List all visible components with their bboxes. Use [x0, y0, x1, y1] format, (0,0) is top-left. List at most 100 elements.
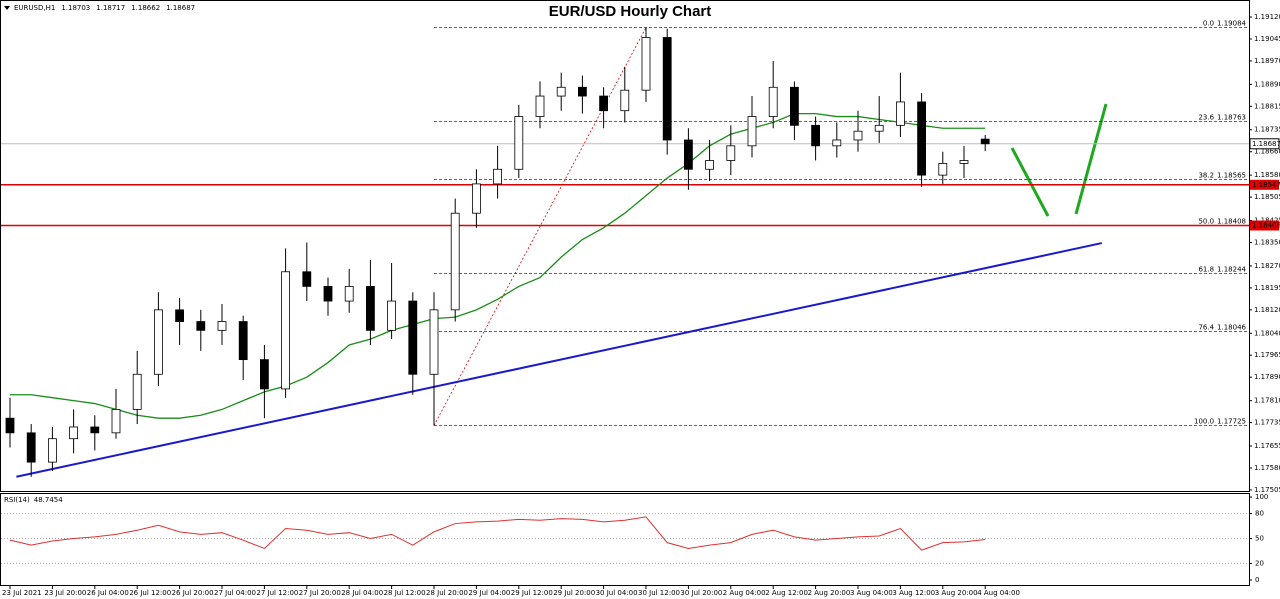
- candle-body: [832, 139, 842, 147]
- candle-body: [599, 95, 608, 112]
- candle-body: [535, 95, 545, 117]
- candle-body: [790, 86, 799, 126]
- y-tick-label: 1.18970: [1254, 57, 1280, 65]
- y-tick-label: 1.18660: [1254, 148, 1280, 156]
- x-tick-label: 26 Jul 20:00: [172, 589, 214, 597]
- fib-label: 76.4 1.18046: [1198, 324, 1246, 332]
- ohlc-value: 1.18662: [131, 4, 160, 12]
- y-tick-label: 1.18890: [1254, 80, 1280, 88]
- trendline: [16, 242, 1103, 478]
- y-tick-label: 1.18040: [1254, 329, 1280, 337]
- x-tick-label: 28 Jul 04:00: [341, 589, 383, 597]
- x-tick-label: 26 Jul 04:00: [87, 589, 129, 597]
- fib-anchor-line: [433, 27, 647, 426]
- fib-ratio: 100.0: [1194, 418, 1214, 426]
- candle-body: [874, 124, 884, 132]
- projection-arrow-down: [1010, 147, 1050, 217]
- y-tick-label: 1.17810: [1254, 397, 1280, 405]
- candle-body: [938, 163, 948, 176]
- moving-average: [10, 112, 986, 419]
- x-tick-label: 2 Aug 20:00: [808, 589, 851, 597]
- fib-label: 23.6 1.18763: [1198, 114, 1246, 122]
- chart-title: EUR/USD Hourly Chart: [549, 3, 712, 20]
- x-tick-label: 3 Aug 20:00: [935, 589, 978, 597]
- rsi-panel-border: [0, 493, 1250, 586]
- y-tick-label: 1.17655: [1254, 442, 1280, 450]
- ohlc-value: 1.18687: [166, 4, 195, 12]
- candle-body: [90, 426, 100, 434]
- y-tick-label: 1.18735: [1254, 126, 1280, 134]
- fib-price: 1.18408: [1217, 218, 1246, 226]
- candle-body: [620, 89, 630, 112]
- fib-ratio: 0.0: [1203, 20, 1214, 28]
- candle-body: [917, 101, 926, 176]
- candle-body: [132, 373, 142, 410]
- x-tick-label: 30 Jul 20:00: [680, 589, 722, 597]
- rsi-name: RSI(14): [4, 496, 30, 504]
- header-icon: [4, 6, 10, 10]
- candle-body: [556, 86, 566, 97]
- x-tick-label: 28 Jul 12:00: [384, 589, 426, 597]
- x-tick-label: 2 Aug 12:00: [765, 589, 808, 597]
- candle-body: [69, 426, 78, 440]
- y-tick-label: 1.17505: [1254, 486, 1280, 494]
- rsi-y-tick-label: 100: [1255, 493, 1268, 501]
- level-tag: [1250, 179, 1279, 190]
- y-tick-label: 1.17965: [1254, 351, 1280, 359]
- candle-body: [959, 160, 969, 164]
- rsi-value: 48.7454: [34, 496, 63, 504]
- x-tick-label: 30 Jul 04:00: [596, 589, 638, 597]
- level-tag: [1250, 220, 1279, 231]
- candle-body: [514, 116, 524, 170]
- x-tick-label: 2 Aug 04:00: [723, 589, 766, 597]
- fib-ratio: 76.4: [1198, 324, 1214, 332]
- candle-body: [662, 37, 672, 141]
- y-tick-label: 1.18350: [1254, 238, 1280, 246]
- y-tick-label: 1.18815: [1254, 102, 1280, 110]
- candle-body: [48, 438, 57, 463]
- candle-body: [323, 286, 333, 302]
- y-tick-label: 1.18580: [1254, 171, 1280, 179]
- x-tick-label: 27 Jul 04:00: [214, 589, 256, 597]
- candle-body: [281, 271, 291, 390]
- rsi-line: [9, 516, 986, 551]
- y-tick-label: 1.18505: [1254, 193, 1280, 201]
- candle-body: [175, 309, 185, 322]
- fib-ratio: 23.6: [1198, 114, 1214, 122]
- rsi-y-tick-label: 80: [1255, 510, 1264, 518]
- fib-ratio: 38.2: [1198, 172, 1214, 180]
- candle-body: [5, 417, 15, 434]
- candle-body: [387, 300, 397, 331]
- y-tick-label: 1.18270: [1254, 262, 1280, 270]
- main-panel-border: [0, 0, 1250, 492]
- candle-body: [365, 286, 375, 331]
- x-tick-label: 29 Jul 20:00: [553, 589, 595, 597]
- x-tick-label: 29 Jul 12:00: [511, 589, 553, 597]
- candle-body: [217, 321, 227, 331]
- symbol: EURUSD,H1: [14, 4, 55, 12]
- y-tick-label: 1.17735: [1254, 419, 1280, 427]
- rsi-y-tick-label: 20: [1255, 559, 1264, 567]
- fib-ratio: 61.8: [1198, 266, 1214, 274]
- y-tick-label: 1.18195: [1254, 284, 1280, 292]
- candle-body: [450, 212, 460, 311]
- level-tag-label: 1.18547: [1252, 181, 1280, 189]
- candle-body: [111, 409, 121, 434]
- x-tick-label: 27 Jul 20:00: [299, 589, 341, 597]
- rsi-y-tick-label: 0: [1255, 576, 1259, 584]
- y-tick-label: 1.17580: [1254, 464, 1280, 472]
- candle-body: [471, 183, 481, 214]
- x-tick-label: 4 Aug 04:00: [977, 589, 1020, 597]
- x-tick-label: 3 Aug 04:00: [850, 589, 893, 597]
- y-tick-label: 1.19045: [1254, 35, 1280, 43]
- candle-body: [196, 321, 206, 331]
- symbol-header: EURUSD,H1 1.18703 1.18717 1.18662 1.18687: [14, 4, 195, 12]
- x-tick-label: 29 Jul 04:00: [468, 589, 510, 597]
- candle-body: [811, 124, 820, 147]
- x-tick-label: 3 Aug 12:00: [892, 589, 935, 597]
- y-tick-label: 1.17890: [1254, 373, 1280, 381]
- fib-label: 61.8 1.18244: [1198, 266, 1246, 274]
